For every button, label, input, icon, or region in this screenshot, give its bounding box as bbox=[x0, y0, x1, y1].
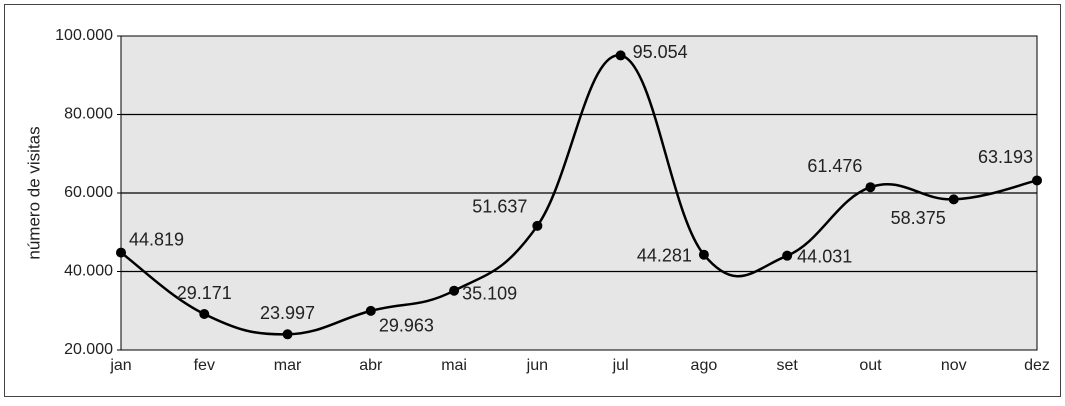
point bbox=[615, 50, 626, 61]
data-label: 29.171 bbox=[177, 283, 232, 303]
x-tick-label: dez bbox=[1024, 357, 1050, 374]
data-label: 61.476 bbox=[807, 156, 862, 176]
x-tick-label: fev bbox=[194, 357, 215, 374]
y-tick-label: 80.000 bbox=[64, 106, 113, 123]
point bbox=[282, 329, 293, 340]
point bbox=[365, 305, 376, 316]
point bbox=[116, 247, 126, 258]
x-tick-label: jun bbox=[526, 357, 548, 374]
data-label: 44.281 bbox=[637, 245, 692, 265]
x-tick-label: jul bbox=[612, 357, 629, 374]
data-label: 63.193 bbox=[978, 147, 1033, 167]
point bbox=[782, 250, 793, 261]
data-label: 58.375 bbox=[891, 208, 946, 228]
data-label: 29.963 bbox=[379, 316, 434, 336]
frame bbox=[4, 4, 1061, 397]
x-tick-label: mai bbox=[441, 357, 467, 374]
point bbox=[1032, 175, 1042, 186]
x-tick-label: out bbox=[859, 357, 882, 374]
x-tick-label: set bbox=[777, 357, 799, 374]
data-label: 95.054 bbox=[633, 42, 688, 62]
point bbox=[698, 249, 709, 260]
point bbox=[449, 285, 460, 296]
x-tick-label: jan bbox=[109, 357, 131, 374]
data-label: 44.819 bbox=[129, 229, 184, 249]
point bbox=[865, 182, 876, 193]
x-tick-label: abr bbox=[359, 357, 383, 374]
y-tick-label: 60.000 bbox=[64, 184, 113, 201]
y-tick-label: 100.000 bbox=[55, 27, 113, 44]
y-tick-label: 20.000 bbox=[64, 341, 113, 358]
point bbox=[948, 194, 959, 205]
data-label: 35.109 bbox=[462, 283, 517, 303]
point bbox=[532, 220, 543, 231]
y-tick-label: 40.000 bbox=[64, 263, 113, 280]
data-label: 44.031 bbox=[797, 246, 852, 266]
x-tick-label: mar bbox=[274, 357, 302, 374]
x-tick-label: ago bbox=[691, 357, 718, 374]
point bbox=[199, 309, 210, 320]
data-label: 51.637 bbox=[472, 197, 527, 217]
x-tick-label: nov bbox=[941, 357, 967, 374]
y-axis-label: número de visitas bbox=[24, 126, 43, 259]
data-label: 23.997 bbox=[260, 303, 315, 323]
